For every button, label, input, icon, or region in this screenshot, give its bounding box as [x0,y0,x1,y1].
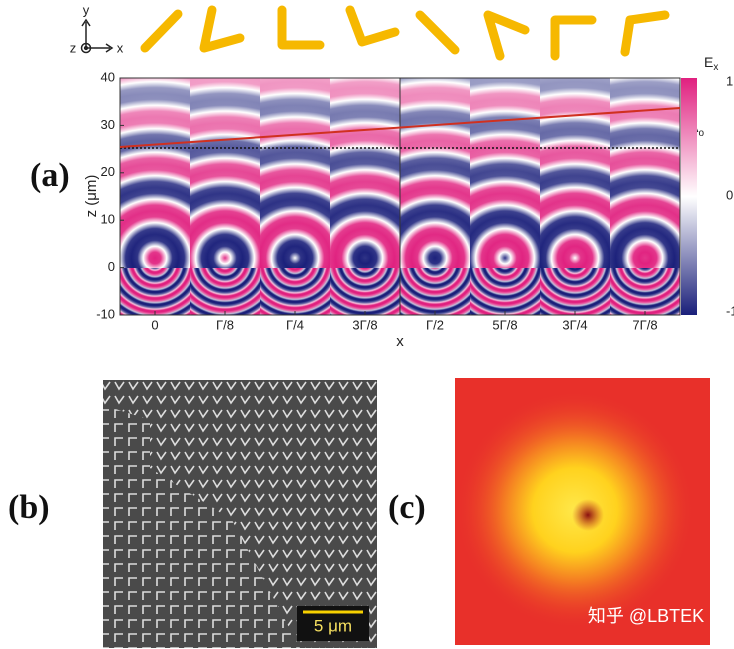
y-tick-label: 20 [101,164,115,179]
field-column-lower [260,268,330,315]
axes-icon [80,18,114,54]
y-axis-label: z (μm) [83,175,100,218]
field-lower [470,268,540,315]
field-lower [610,268,680,315]
y-tick-label: -10 [96,306,115,321]
x-tick-label: 3Γ/8 [352,317,377,332]
x-axis-label: x [396,333,404,350]
y-tick-label: 40 [101,69,115,84]
beam-singularity [455,378,710,645]
x-tick-label: Γ/8 [216,317,234,332]
field-column-lower [190,268,260,315]
axis-z-icon-label: z [70,40,77,55]
x-tick-label: Γ/2 [426,317,444,332]
x-tick-label: 7Γ/8 [632,317,657,332]
field-column-lower [400,268,470,315]
axis-y-icon-label: y [83,2,90,17]
panel-label: (c) [388,489,426,526]
y-tick-label: 30 [101,117,115,132]
antenna-icons [140,5,670,61]
field-lower [330,268,400,315]
x-tick-label: 5Γ/8 [492,317,517,332]
field-column-lower [610,268,680,315]
watermark: 知乎 @LBTEK [588,606,704,626]
field-lower [260,268,330,315]
panel-label: (a) [30,157,70,194]
sem-v-shapes [103,380,377,648]
colorbar-title-sub: x [713,62,718,73]
y-tick-label: 10 [101,212,115,227]
field-column-lower [470,268,540,315]
field-lower [190,268,260,315]
colorbar-tick: -1 [726,303,734,318]
field-lower [540,268,610,315]
colorbar-title: Ex [704,54,718,73]
y-tick-label: 0 [108,259,115,274]
colorbar-title-main: E [704,54,713,70]
axis-x-icon-label: x [117,40,124,55]
colorbar-tick: 1 [726,73,733,88]
field-column-lower [330,268,400,315]
field-lower [400,268,470,315]
phase-front [119,107,681,148]
panel-label: (b) [8,489,50,526]
scale-bar-label: 5 μm [314,616,352,635]
colorbar [681,78,697,315]
x-tick-label: Γ/4 [286,317,304,332]
field-column-lower [120,268,190,315]
x-tick-label: 0 [151,317,158,332]
annotation-sub: o [699,128,705,139]
field-lower [120,268,190,315]
x-tick-label: 3Γ/4 [562,317,587,332]
colorbar-tick: 0 [726,187,733,202]
field-column-lower [540,268,610,315]
